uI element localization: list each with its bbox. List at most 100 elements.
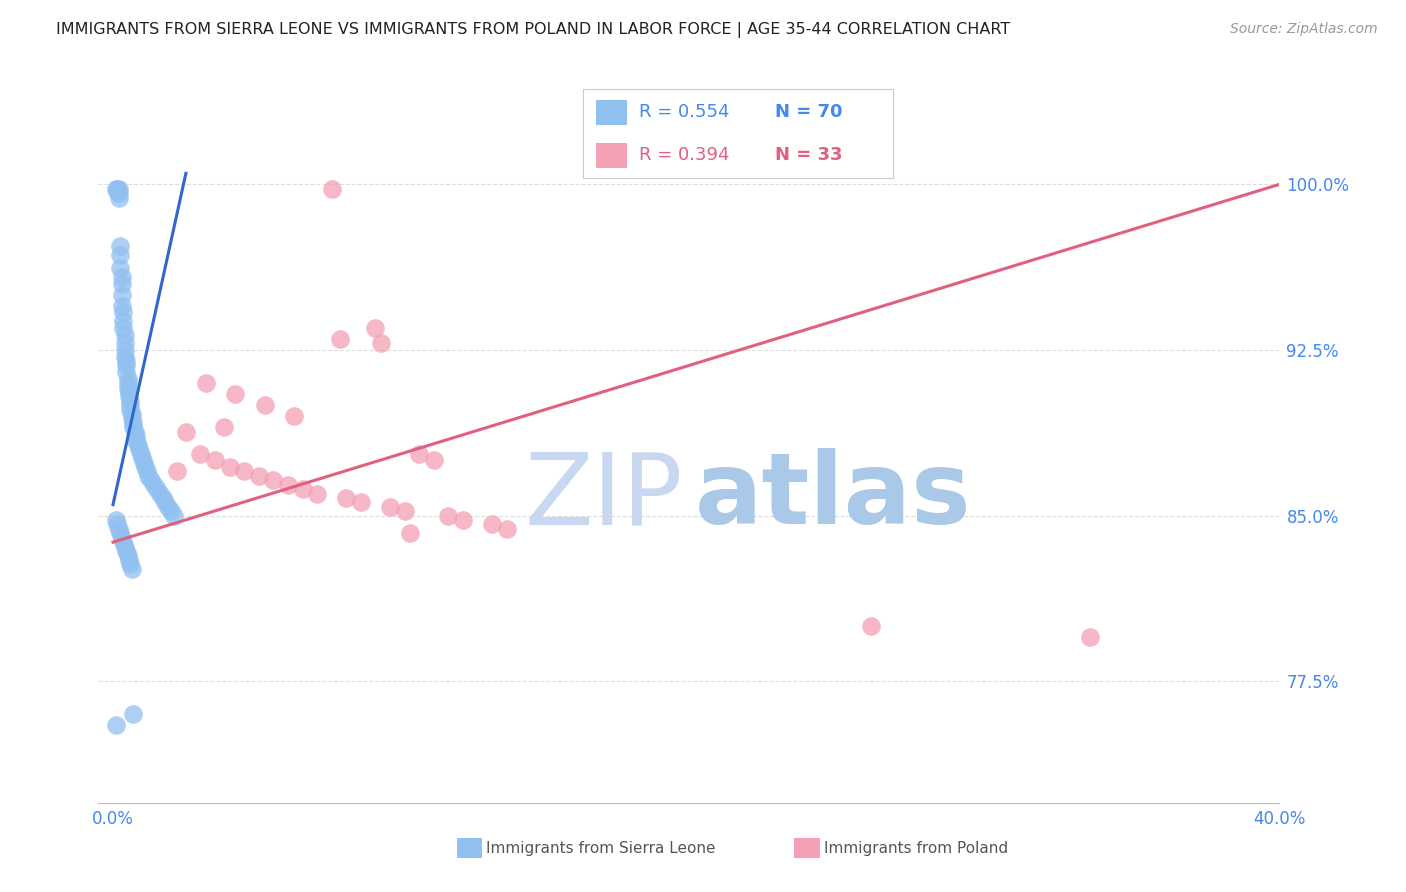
Point [335,491,357,505]
Text: atlas: atlas [695,448,972,545]
Point [111,531,134,545]
Point [120,558,142,572]
Point [152,491,174,505]
Point [212,420,235,434]
Point [114,327,136,342]
Point [105,517,128,532]
Point [114,343,136,357]
Point [394,504,416,518]
Text: N = 70: N = 70 [775,103,842,121]
Point [408,447,430,461]
Point [233,465,256,479]
Point [157,500,180,514]
Point [860,619,883,633]
Point [110,239,132,253]
Point [134,460,156,475]
Point [120,398,142,412]
Point [253,398,276,412]
Point [139,473,162,487]
Point [114,350,136,364]
Point [481,517,503,532]
Point [104,513,127,527]
Point [112,535,135,549]
Point [370,336,392,351]
Point [104,182,127,196]
Point [114,336,136,351]
FancyBboxPatch shape [596,143,627,168]
Point [204,453,226,467]
Point [277,477,299,491]
Point [350,495,373,509]
Point [451,513,474,527]
Point [111,299,134,313]
Point [145,482,167,496]
Point [124,425,146,439]
Point [120,393,142,408]
Point [166,465,188,479]
Point [121,407,143,421]
Point [127,438,149,452]
Point [437,508,460,523]
Point [120,402,142,417]
Point [122,707,145,722]
Point [495,522,517,536]
Point [115,359,138,373]
Point [108,182,131,196]
Point [121,411,143,425]
Point [108,191,131,205]
Point [121,562,143,576]
FancyBboxPatch shape [596,100,627,125]
Point [195,376,218,391]
Point [114,540,136,554]
Text: R = 0.394: R = 0.394 [640,145,730,164]
Point [112,321,135,335]
Point [122,416,145,430]
Point [329,332,352,346]
Point [118,384,141,399]
Point [155,495,177,509]
Point [283,409,305,424]
Point [118,389,141,403]
Point [110,248,132,262]
Point [247,469,270,483]
Point [111,277,134,291]
Point [125,429,148,443]
Point [149,486,172,500]
Text: Immigrants from Poland: Immigrants from Poland [824,841,1008,855]
Point [117,380,139,394]
Text: ZIP: ZIP [524,448,683,545]
Point [117,376,139,391]
Point [163,508,186,523]
Point [108,186,131,201]
Point [262,473,284,487]
Point [117,549,139,563]
Point [104,718,127,732]
Point [108,884,131,892]
Point [136,469,159,483]
Text: R = 0.554: R = 0.554 [640,103,730,121]
Point [118,553,141,567]
Point [135,465,157,479]
Point [115,354,138,368]
Point [115,365,138,379]
Point [117,372,139,386]
Point [110,526,132,541]
Point [125,434,148,448]
Point [423,453,446,467]
Point [364,321,387,335]
Point [111,287,134,301]
Point [105,182,128,196]
Point [111,270,134,285]
Text: Source: ZipAtlas.com: Source: ZipAtlas.com [1230,22,1378,37]
Point [129,447,152,461]
Point [128,442,150,457]
Point [174,425,197,439]
Point [122,420,145,434]
Point [132,456,155,470]
Point [131,451,153,466]
Point [112,314,135,328]
Point [378,500,401,514]
Point [321,182,343,196]
Point [108,522,131,536]
Point [399,526,422,541]
